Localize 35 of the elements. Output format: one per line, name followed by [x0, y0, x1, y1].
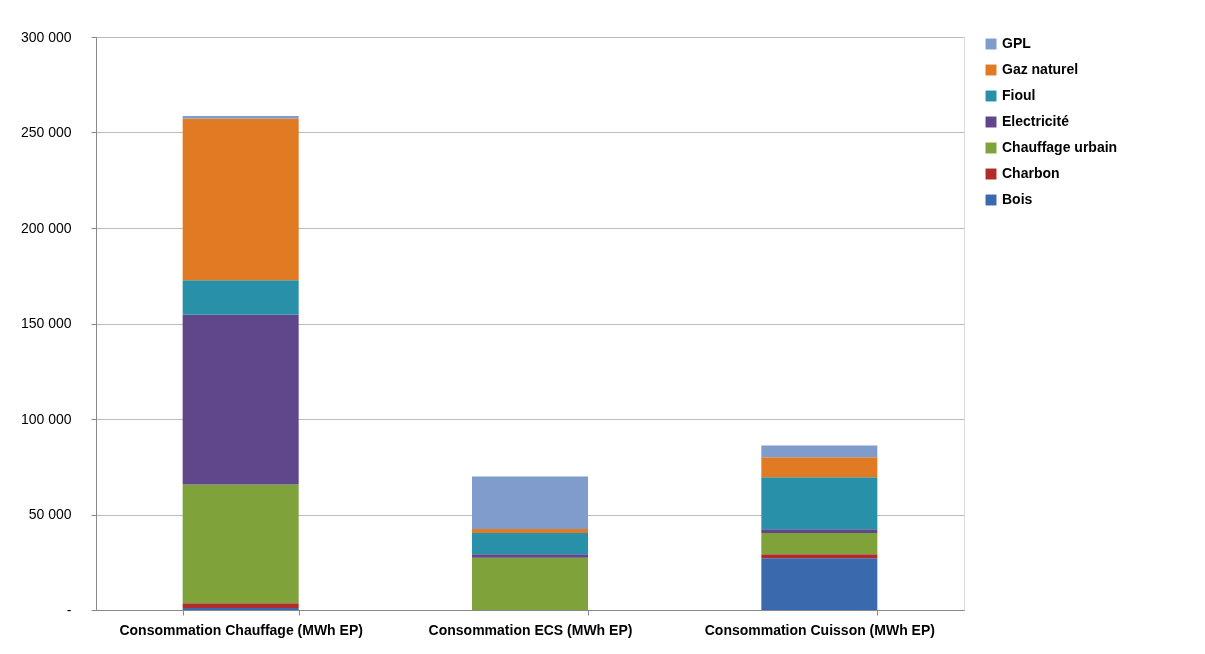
bar — [182, 118, 299, 281]
bar — [182, 484, 299, 604]
bar — [761, 445, 878, 458]
legend-label: Fioul — [1002, 87, 1036, 103]
y-tick-label: 300 000 — [20, 28, 72, 45]
y-tick-label: 50 000 — [28, 506, 72, 522]
y-tick-label: 250 000 — [20, 124, 72, 140]
y-tick-label: 150 000 — [20, 315, 72, 331]
legend-label: Electricité — [1002, 113, 1070, 129]
legend-label: Chauffage urbain — [1002, 139, 1118, 155]
bar — [761, 529, 878, 534]
bar — [761, 533, 878, 555]
legend-label: Gaz naturel — [1002, 61, 1079, 77]
bar — [182, 115, 299, 119]
bar — [761, 477, 878, 530]
bar — [472, 529, 588, 534]
bar — [472, 476, 588, 530]
bar — [182, 280, 299, 315]
bar — [182, 603, 299, 609]
bar — [761, 554, 878, 559]
x-tick-label: Consommation ECS (MWh EP) — [428, 621, 633, 638]
y-tick-label: - — [66, 601, 72, 618]
legend-label: Charbon — [1002, 165, 1060, 181]
x-tick-label: Consommation Cuisson (MWh EP) — [704, 621, 935, 638]
bar — [472, 554, 588, 558]
bar — [761, 457, 878, 478]
x-tick-label: Consommation Chauffage (MWh EP) — [119, 621, 363, 638]
y-tick-label: 100 000 — [20, 410, 72, 427]
bar — [761, 558, 878, 610]
bar — [472, 557, 588, 610]
legend-label: GPL — [1002, 35, 1032, 51]
y-tick-label: 200 000 — [20, 219, 72, 236]
bar — [472, 533, 588, 555]
bar — [182, 314, 299, 485]
legend-label: Bois — [1002, 191, 1033, 207]
